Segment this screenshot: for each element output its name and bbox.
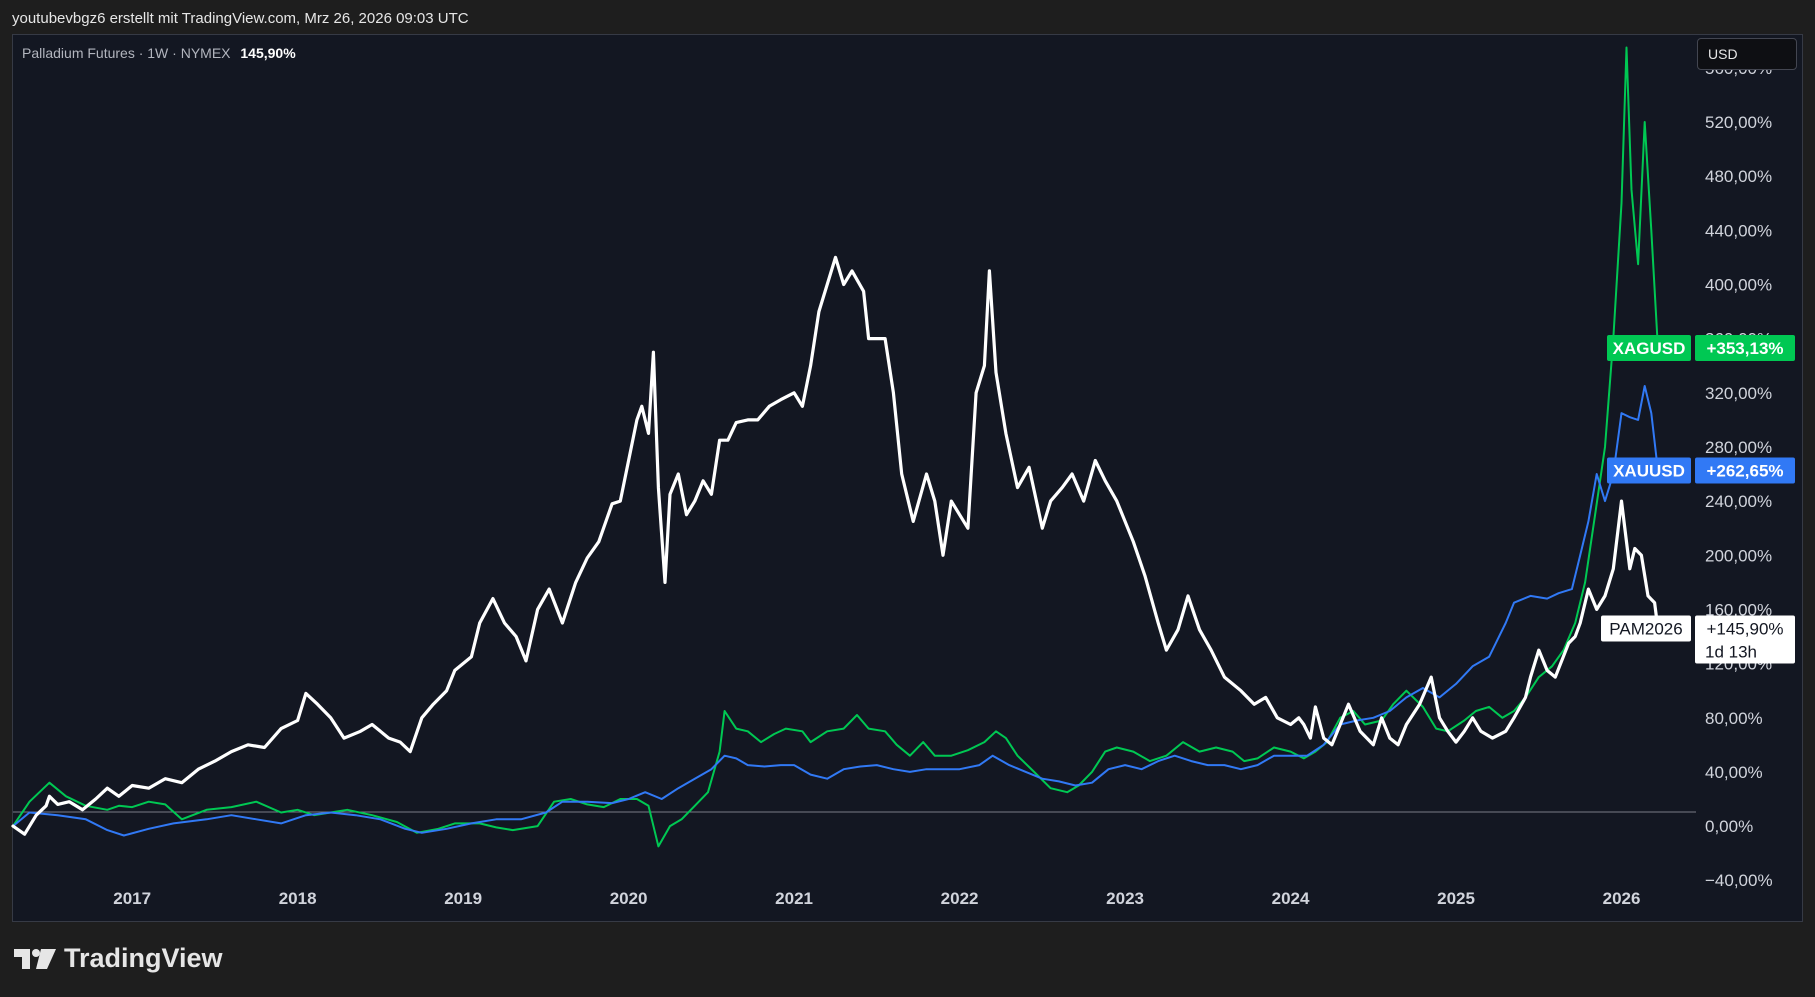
value-tag-text: +145,90% bbox=[1706, 620, 1783, 639]
currency-button[interactable]: USD bbox=[1697, 38, 1797, 70]
y-tick-label: 400,00% bbox=[1705, 275, 1772, 294]
x-tick-label: 2019 bbox=[444, 889, 482, 908]
y-tick-label: 80,00% bbox=[1705, 709, 1763, 728]
symbol-tag-bg bbox=[1601, 615, 1691, 642]
tradingview-logo-icon bbox=[14, 948, 56, 969]
series-line-pam2026[interactable] bbox=[11, 255, 1660, 836]
tradingview-logo[interactable]: TradingView bbox=[14, 943, 223, 974]
series-line-xagusd[interactable] bbox=[12, 46, 1659, 848]
value-tag-text: +262,65% bbox=[1706, 461, 1783, 480]
legend-value: 145,90% bbox=[240, 45, 296, 61]
chart-pane[interactable] bbox=[12, 34, 1803, 922]
y-tick-label: 200,00% bbox=[1705, 546, 1772, 565]
x-tick-label: 2024 bbox=[1272, 889, 1310, 908]
value-tag-bg bbox=[1695, 615, 1795, 664]
symbol-tag-bg bbox=[1607, 457, 1691, 484]
chart-legend[interactable]: Palladium Futures · 1W · NYMEX 145,90% bbox=[22, 45, 296, 61]
brand-name: TradingView bbox=[64, 943, 223, 973]
symbol-tag-text: XAUUSD bbox=[1613, 461, 1685, 480]
x-tick-label: 2022 bbox=[941, 889, 979, 908]
bar-countdown-text: 1d 13h bbox=[1705, 643, 1757, 662]
x-tick-label: 2023 bbox=[1106, 889, 1144, 908]
chart-caption: youtubevbgz6 erstellt mit TradingView.co… bbox=[12, 10, 469, 27]
x-tick-label: 2020 bbox=[610, 889, 648, 908]
y-tick-label: −40,00% bbox=[1705, 871, 1773, 890]
symbol-tag-bg bbox=[1607, 334, 1691, 361]
price-label-xagusd: XAGUSD +353,13% bbox=[1607, 334, 1795, 361]
symbol-tag-text: PAM2026 bbox=[1609, 620, 1682, 639]
x-tick-label: 2017 bbox=[113, 889, 151, 908]
x-tick-label: 2025 bbox=[1437, 889, 1475, 908]
series-line-xauusd[interactable] bbox=[12, 385, 1659, 837]
x-tick-label: 2026 bbox=[1603, 889, 1641, 908]
y-tick-label: 320,00% bbox=[1705, 384, 1772, 403]
symbol-tag-text: XAGUSD bbox=[1613, 339, 1686, 358]
legend-symbol: Palladium Futures · 1W · NYMEX bbox=[22, 45, 231, 61]
price-label-pam2026: PAM2026 +145,90% 1d 13h bbox=[1601, 615, 1795, 664]
y-tick-label: 520,00% bbox=[1705, 113, 1772, 132]
value-tag-text: +353,13% bbox=[1706, 339, 1783, 358]
price-label-xauusd: XAUUSD +262,65% bbox=[1607, 457, 1795, 484]
y-tick-label: 240,00% bbox=[1705, 492, 1772, 511]
x-tick-label: 2021 bbox=[775, 889, 813, 908]
y-axis[interactable]: −40,00%0,00%40,00%80,00%120,00%160,00%20… bbox=[1705, 59, 1773, 890]
value-tag-bg bbox=[1695, 334, 1795, 361]
series-layer bbox=[11, 46, 1660, 848]
y-tick-label: 160,00% bbox=[1705, 600, 1772, 619]
y-tick-label: 40,00% bbox=[1705, 763, 1763, 782]
x-tick-label: 2018 bbox=[279, 889, 317, 908]
price-labels: XAGUSD +353,13% XAUUSD +262,65% PAM2026 +145,… bbox=[1601, 334, 1795, 664]
y-tick-label: 480,00% bbox=[1705, 167, 1772, 186]
x-axis[interactable]: 2017 2018 2019 2020 2021 2022 2023 2024 2025 2026 bbox=[113, 889, 1640, 908]
y-tick-label: 440,00% bbox=[1705, 221, 1772, 240]
y-tick-label: 280,00% bbox=[1705, 438, 1772, 457]
value-tag-bg bbox=[1695, 457, 1795, 484]
y-tick-label: 0,00% bbox=[1705, 817, 1753, 836]
